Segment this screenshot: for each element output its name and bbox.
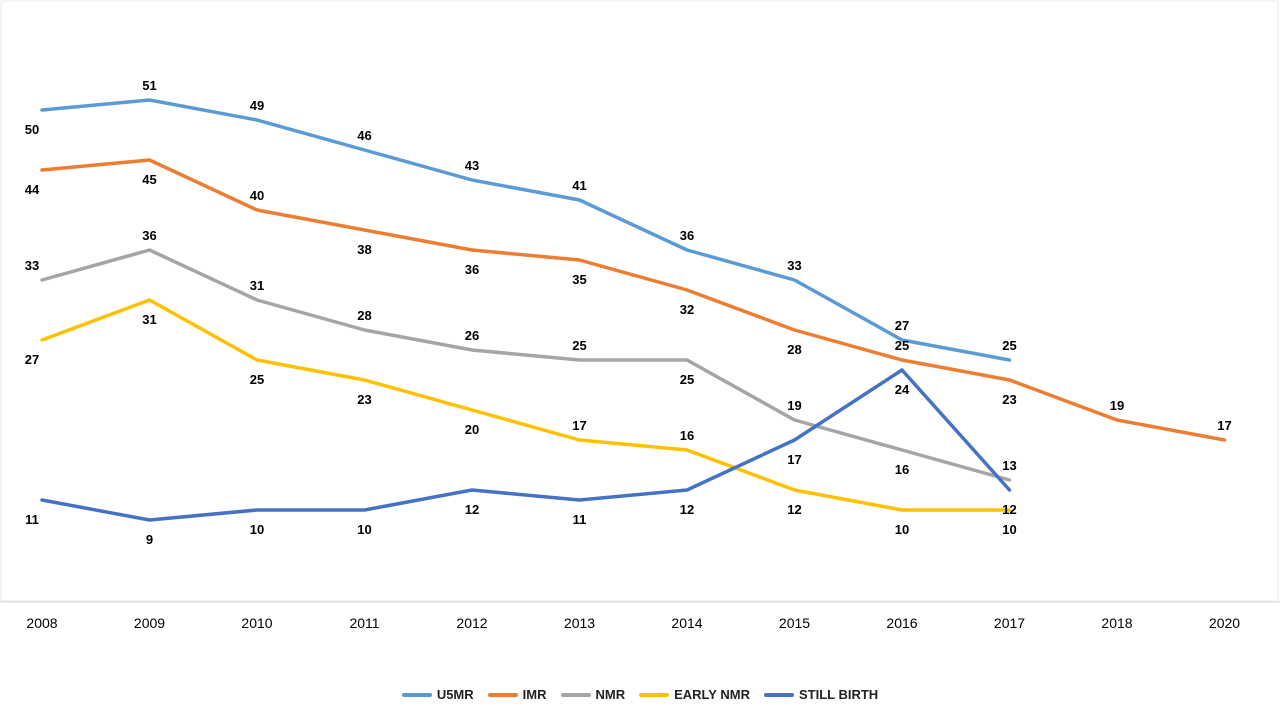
data-label-layer: 50 51 49 46 43 41 36 33 27 25 44 45 40 38 36 35 32 28 25 23… [25, 78, 1232, 547]
series-line-early-nmr [40, 298, 1012, 512]
data-label-still-birth: 10 [357, 522, 371, 537]
data-label-still-birth: 10 [250, 522, 264, 537]
data-label-nmr: 25 [572, 338, 586, 353]
legend-swatch [763, 692, 794, 697]
series-line-still-birth [40, 368, 1012, 522]
data-label-early-nmr: 10 [1002, 522, 1016, 537]
data-label-still-birth: 12 [1002, 502, 1016, 517]
data-label-imr: 35 [572, 272, 586, 287]
data-label-imr: 44 [25, 182, 40, 197]
data-label-u5mr: 33 [787, 258, 801, 273]
x-tick-label: 2008 [26, 615, 57, 631]
data-label-nmr: 31 [250, 278, 264, 293]
data-label-early-nmr: 20 [465, 422, 479, 437]
data-label-imr: 32 [680, 302, 694, 317]
data-label-nmr: 28 [357, 308, 371, 323]
legend-swatch [487, 692, 518, 697]
x-tick-label: 2013 [564, 615, 595, 631]
legend-item-u5mr: U5MR [401, 687, 474, 702]
data-label-early-nmr: 16 [680, 428, 694, 443]
series-line-nmr [40, 248, 1012, 482]
legend-label: IMR [522, 687, 547, 702]
data-label-u5mr: 46 [357, 128, 371, 143]
series-line-imr [40, 158, 1227, 442]
data-label-imr: 36 [465, 262, 479, 277]
legend-label: U5MR [436, 687, 474, 702]
data-label-u5mr: 27 [895, 318, 909, 333]
plot-border [0, 0, 1279, 602]
legend-swatch [560, 692, 591, 697]
series-layer [40, 98, 1227, 522]
data-label-imr: 38 [357, 242, 371, 257]
data-label-u5mr: 51 [142, 78, 156, 93]
data-label-u5mr: 41 [572, 178, 586, 193]
data-label-early-nmr: 23 [357, 392, 371, 407]
legend-label: STILL BIRTH [798, 687, 879, 702]
data-label-nmr: 36 [142, 228, 156, 243]
data-label-nmr: 26 [465, 328, 479, 343]
data-label-u5mr: 50 [25, 122, 39, 137]
data-label-imr: 23 [1002, 392, 1016, 407]
x-tick-label: 2012 [456, 615, 487, 631]
legend-swatch [639, 692, 670, 697]
data-label-imr: 40 [250, 188, 264, 203]
legend-label: EARLY NMR [674, 687, 750, 702]
legend-item-nmr: NMR [560, 687, 626, 702]
data-label-early-nmr: 31 [142, 312, 156, 327]
x-tick-label: 2014 [671, 615, 702, 631]
x-tick-label: 2018 [1101, 615, 1132, 631]
data-label-nmr: 13 [1002, 458, 1016, 473]
data-label-still-birth: 12 [465, 502, 479, 517]
data-label-u5mr: 36 [680, 228, 694, 243]
x-tick-label: 2009 [134, 615, 165, 631]
data-label-still-birth: 17 [787, 452, 801, 467]
data-label-imr: 17 [1217, 418, 1231, 433]
x-tick-label: 2020 [1209, 615, 1240, 631]
data-label-still-birth: 9 [146, 532, 153, 547]
legend-item-imr: IMR [487, 687, 547, 702]
legend-item-still-birth: STILL BIRTH [763, 687, 879, 702]
legend: U5MR IMR NMR EARLY NMR STILL BIRTH [0, 687, 1280, 702]
x-tick-label: 2017 [994, 615, 1025, 631]
data-label-early-nmr: 25 [250, 372, 264, 387]
legend-swatch [401, 692, 432, 697]
x-tick-label: 2016 [886, 615, 917, 631]
x-tick-label: 2015 [779, 615, 810, 631]
data-label-nmr: 19 [787, 398, 801, 413]
data-label-still-birth: 11 [25, 512, 39, 527]
data-label-imr: 19 [1110, 398, 1124, 413]
data-label-nmr: 16 [895, 462, 909, 477]
data-label-still-birth: 12 [680, 502, 694, 517]
data-label-still-birth: 24 [895, 382, 910, 397]
x-tick-label: 2011 [349, 615, 379, 631]
x-tick-layer: 2008 2009 2010 2011 2012 2013 2014 2015 2016 2017… [26, 615, 1240, 631]
data-label-u5mr: 49 [250, 98, 264, 113]
data-label-early-nmr: 10 [895, 522, 909, 537]
data-label-still-birth: 11 [573, 512, 587, 527]
data-label-u5mr: 43 [465, 158, 479, 173]
legend-item-early-nmr: EARLY NMR [639, 687, 750, 702]
legend-label: NMR [595, 687, 626, 702]
data-label-u5mr: 25 [1002, 338, 1016, 353]
data-label-early-nmr: 17 [572, 418, 586, 433]
data-label-imr: 45 [142, 172, 156, 187]
data-label-early-nmr: 12 [787, 502, 801, 517]
data-label-early-nmr: 27 [25, 352, 39, 367]
data-label-nmr: 25 [680, 372, 694, 387]
data-label-imr: 25 [895, 338, 909, 353]
data-label-imr: 28 [787, 342, 801, 357]
x-tick-label: 2010 [241, 615, 272, 631]
series-line-u5mr [40, 98, 1012, 362]
data-label-nmr: 33 [25, 258, 39, 273]
